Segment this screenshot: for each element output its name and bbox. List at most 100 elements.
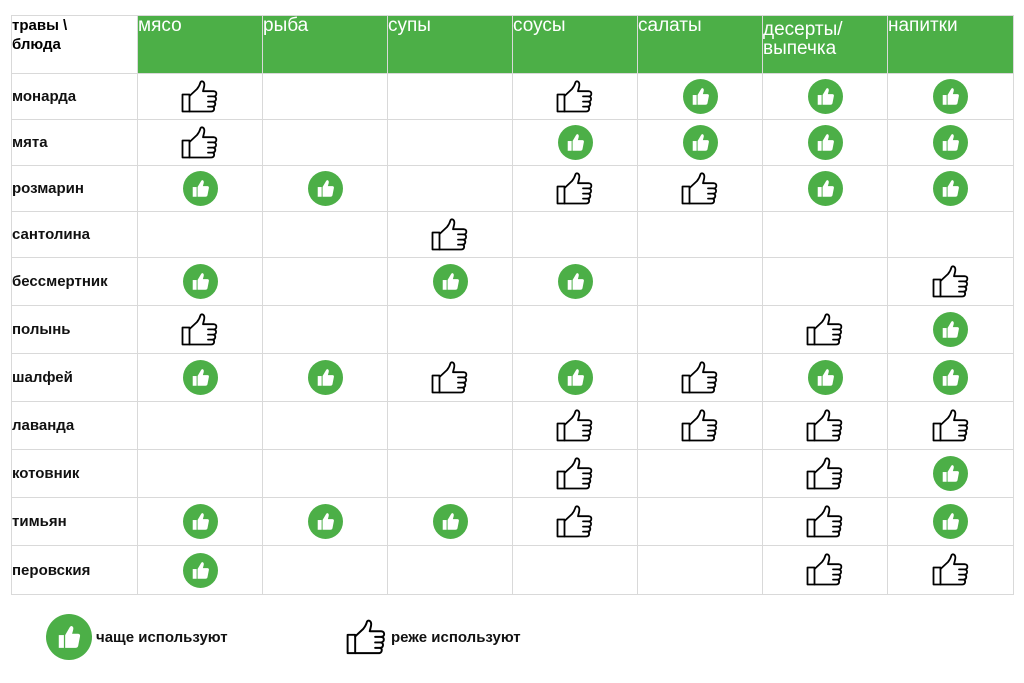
herb-name: полынь — [11, 305, 138, 354]
usage-cell-drinks — [887, 401, 1014, 450]
usage-cell-drinks — [887, 73, 1014, 120]
table-row: полынь — [11, 305, 1014, 354]
herb-name: монарда — [11, 73, 138, 120]
usage-cell-desserts — [762, 211, 888, 258]
thumbs-up-filled-icon — [807, 360, 843, 395]
corner-line-2: блюда — [12, 36, 61, 53]
usage-cell-drinks — [887, 353, 1014, 402]
dish-header-soups: супы — [387, 15, 513, 74]
dish-header-salads: салаты — [637, 15, 763, 74]
usage-cell-sauces — [512, 119, 638, 166]
usage-cell-sauces — [512, 449, 638, 498]
usage-cell-meat — [137, 545, 263, 595]
thumbs-up-filled-icon — [182, 360, 218, 395]
thumbs-up-filled-icon — [933, 125, 968, 160]
usage-cell-salads — [637, 305, 763, 354]
thumbs-up-filled-icon — [807, 125, 843, 160]
table-row: перовския — [11, 545, 1014, 595]
usage-cell-drinks — [887, 119, 1014, 166]
dish-header-drinks: напитки — [887, 15, 1014, 74]
thumbs-up-filled-icon — [807, 171, 843, 206]
dish-header-desserts: десерты/ выпечка — [762, 15, 888, 74]
usage-cell-salads — [637, 497, 763, 546]
usage-cell-fish — [262, 401, 388, 450]
usage-cell-soups — [387, 165, 513, 212]
usage-cell-sauces — [512, 73, 638, 120]
usage-cell-desserts — [762, 73, 888, 120]
usage-cell-desserts — [762, 449, 888, 498]
thumbs-up-outline-icon — [806, 456, 844, 491]
dish-header-fish: рыба — [262, 15, 388, 74]
usage-cell-salads — [637, 545, 763, 595]
herbs-dishes-table: травы \ блюда мясо рыба супы соусы салат… — [11, 15, 1014, 595]
thumbs-up-filled-icon — [182, 504, 218, 539]
usage-cell-desserts — [762, 305, 888, 354]
usage-cell-desserts — [762, 165, 888, 212]
usage-cell-fish — [262, 545, 388, 595]
usage-cell-fish — [262, 353, 388, 402]
thumbs-up-outline-icon — [806, 408, 844, 443]
table-row: монарда — [11, 73, 1014, 120]
usage-cell-soups — [387, 401, 513, 450]
usage-cell-sauces — [512, 545, 638, 595]
usage-cell-sauces — [512, 353, 638, 402]
corner-header: травы \ блюда — [11, 15, 138, 74]
usage-cell-fish — [262, 305, 388, 354]
usage-cell-sauces — [512, 305, 638, 354]
usage-cell-fish — [262, 119, 388, 166]
thumbs-up-outline-icon — [556, 504, 594, 539]
herb-name: бессмертник — [11, 257, 138, 306]
usage-cell-desserts — [762, 119, 888, 166]
thumbs-up-outline-icon — [556, 408, 594, 443]
thumbs-up-filled-icon — [307, 171, 343, 206]
thumbs-up-filled-icon — [682, 125, 718, 160]
thumbs-up-filled-icon — [933, 456, 968, 491]
header-row: травы \ блюда мясо рыба супы соусы салат… — [11, 15, 1014, 74]
table-row: шалфей — [11, 353, 1014, 402]
usage-cell-salads — [637, 401, 763, 450]
usage-cell-salads — [637, 119, 763, 166]
thumbs-up-filled-icon — [432, 264, 468, 299]
dish-label: напитки — [888, 15, 958, 36]
herb-name: шалфей — [11, 353, 138, 402]
dish-label-line-2: выпечка — [763, 38, 837, 59]
thumbs-up-outline-icon — [431, 360, 469, 395]
thumbs-up-filled-icon — [807, 79, 843, 114]
usage-cell-meat — [137, 401, 263, 450]
dish-header-meat: мясо — [137, 15, 263, 74]
usage-cell-soups — [387, 449, 513, 498]
thumbs-up-filled-icon — [933, 79, 968, 114]
usage-cell-desserts — [762, 545, 888, 595]
usage-cell-fish — [262, 449, 388, 498]
thumbs-up-outline-icon — [346, 619, 387, 656]
thumbs-up-filled-icon — [557, 125, 593, 160]
thumbs-up-outline-icon — [806, 553, 844, 587]
usage-cell-soups — [387, 353, 513, 402]
corner-line-1: травы \ — [12, 17, 68, 34]
dish-header-sauces: соусы — [512, 15, 638, 74]
legend-rare: реже используют — [346, 614, 521, 660]
usage-cell-soups — [387, 119, 513, 166]
usage-cell-soups — [387, 257, 513, 306]
thumbs-up-filled-icon — [557, 360, 593, 395]
usage-cell-fish — [262, 211, 388, 258]
dish-label: супы — [388, 15, 431, 36]
usage-cell-meat — [137, 165, 263, 212]
usage-cell-salads — [637, 257, 763, 306]
table-row: котовник — [11, 449, 1014, 498]
dish-label-line-1: десерты/ — [763, 19, 843, 40]
thumbs-up-filled-icon — [182, 171, 218, 206]
thumbs-up-outline-icon — [431, 217, 469, 252]
usage-cell-salads — [637, 165, 763, 212]
usage-cell-soups — [387, 497, 513, 546]
thumbs-up-filled-icon — [682, 79, 718, 114]
thumbs-up-outline-icon — [556, 171, 594, 206]
thumbs-up-filled-icon — [933, 312, 968, 347]
usage-cell-meat — [137, 353, 263, 402]
usage-cell-fish — [262, 257, 388, 306]
table-row: бессмертник — [11, 257, 1014, 306]
usage-cell-drinks — [887, 211, 1014, 258]
thumbs-up-outline-icon — [181, 312, 219, 347]
usage-cell-meat — [137, 305, 263, 354]
usage-cell-meat — [137, 497, 263, 546]
